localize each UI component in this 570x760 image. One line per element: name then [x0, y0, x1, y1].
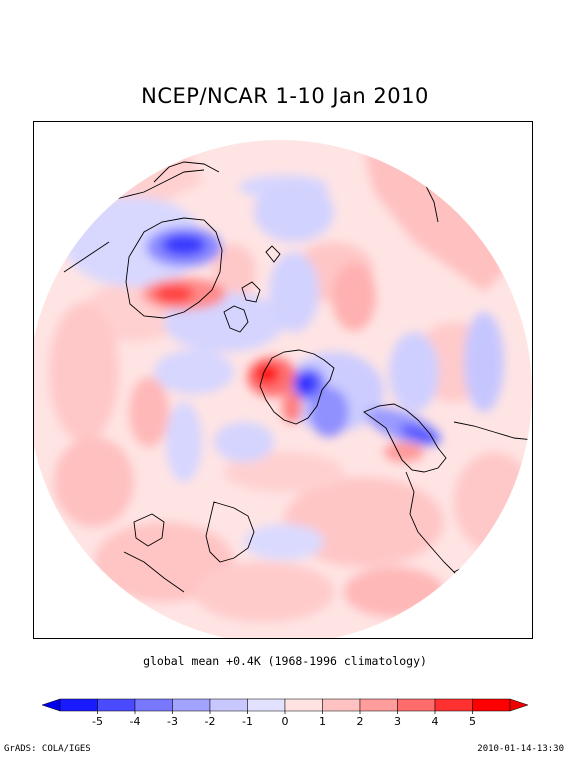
colorbar-tick-label: -2: [205, 715, 216, 728]
colorbar-tick-label: -1: [242, 715, 253, 728]
anomaly-map: [34, 140, 532, 638]
colorbar: -5 -4 -3 -2 -1 0 1 2 3 4 5: [41, 698, 529, 728]
colorbar-segment: [247, 698, 286, 712]
colorbar-tick-label: 5: [469, 715, 476, 728]
colorbar-max-arrow: [509, 698, 529, 712]
colorbar-segment: [284, 698, 323, 712]
global-mean-caption: global mean +0.4K (1968-1996 climatology…: [143, 654, 427, 668]
colorbar-segment: [359, 698, 398, 712]
colorbar-segment: [397, 698, 436, 712]
colorbar-tick-label: 1: [319, 715, 326, 728]
colorbar-tick-label: 2: [357, 715, 364, 728]
colorbar-segment: [209, 698, 248, 712]
map-title: NCEP/NCAR 1-10 Jan 2010: [141, 84, 429, 108]
credit-text: GrADS: COLA/IGES: [4, 744, 91, 754]
colorbar-segment: [134, 698, 173, 712]
colorbar-segment: [434, 698, 473, 712]
colorbar-tick-label: -4: [130, 715, 141, 728]
colorbar-segment: [322, 698, 361, 712]
colorbar-segment: [97, 698, 136, 712]
colorbar-segment: [59, 698, 98, 712]
colorbar-tick-label: 4: [432, 715, 439, 728]
colorbar-segment: [172, 698, 211, 712]
colorbar-segment: [472, 698, 511, 712]
colorbar-tick-label: -5: [92, 715, 103, 728]
colorbar-tick-label: -3: [167, 715, 178, 728]
timestamp-text: 2010-01-14-13:30: [477, 744, 564, 754]
colorbar-min-arrow: [41, 698, 61, 712]
colorbar-tick-label: 0: [282, 715, 289, 728]
map-frame: [33, 121, 533, 639]
colorbar-tick-label: 3: [394, 715, 401, 728]
